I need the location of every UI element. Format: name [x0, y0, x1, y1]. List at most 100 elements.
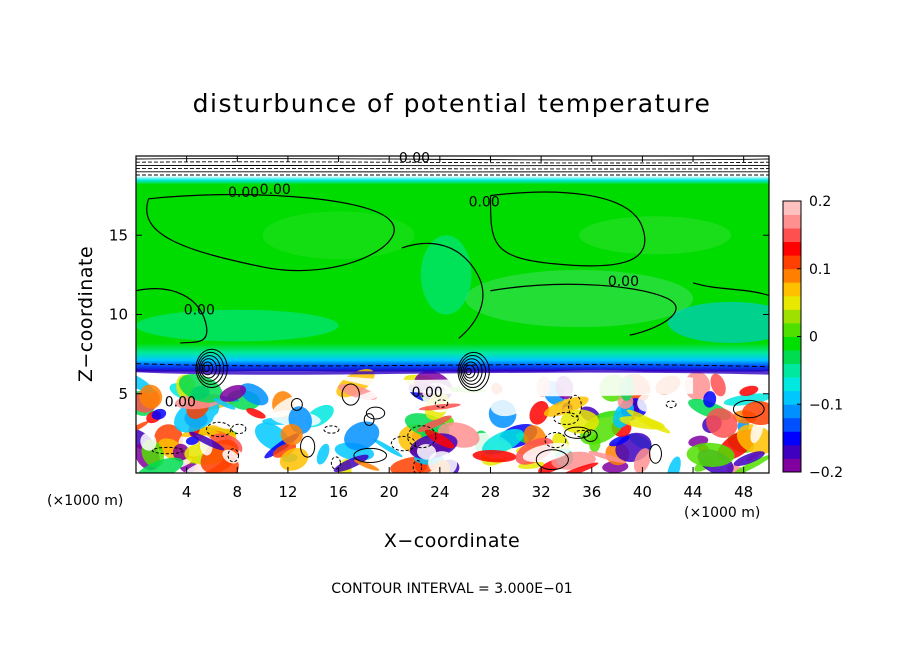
field-blob	[333, 454, 369, 473]
contour-label: 0.00	[228, 185, 259, 201]
contour-line	[462, 361, 479, 382]
contour-label: 0.00	[399, 150, 430, 166]
field-blob	[219, 384, 247, 402]
x-tick-label: 4	[182, 483, 192, 501]
contour-line	[412, 460, 423, 473]
colorbar-segment	[783, 350, 801, 364]
heatmap-field	[136, 156, 769, 473]
colorbar-segment	[783, 282, 801, 297]
contour-line	[535, 449, 569, 471]
x-tick-label: 16	[329, 483, 348, 501]
field-blob	[189, 431, 225, 451]
x-tick-label: 24	[430, 483, 449, 501]
colorbar-segment	[783, 255, 801, 270]
contour-line	[568, 394, 582, 418]
contour-label: 0.00	[469, 195, 500, 211]
colorbar-tick-label: 0.1	[809, 262, 831, 278]
x-tick-label: 40	[633, 483, 652, 501]
contour-line	[136, 363, 769, 368]
field-blob	[483, 422, 499, 434]
field-blob	[686, 442, 735, 467]
contour-line	[353, 447, 388, 464]
contour-line	[665, 400, 677, 409]
colorbar-segment	[783, 404, 801, 419]
field-blob	[353, 390, 383, 403]
x-unit-label: (×1000 m)	[684, 505, 760, 521]
field-transition-band	[136, 343, 769, 372]
colorbar-segment	[783, 444, 801, 459]
field-blob	[498, 461, 520, 473]
colorbar-segment	[783, 377, 801, 392]
colorbar-segment	[783, 201, 801, 215]
field-blob	[279, 447, 309, 471]
field-blob	[732, 455, 769, 473]
contour-line	[195, 348, 228, 389]
contour-line	[490, 283, 677, 336]
field-blob	[280, 424, 303, 446]
contour-line	[365, 406, 386, 420]
colorbar-tick-label: −0.1	[809, 397, 843, 413]
contour-line	[151, 446, 184, 455]
field-blob	[609, 435, 630, 447]
contour-line	[434, 399, 449, 408]
contour-line	[136, 288, 208, 344]
field-blob	[710, 373, 726, 397]
contour-line	[649, 444, 662, 464]
y-tick-label: 10	[109, 306, 128, 324]
y-axis-label: Z−coordinate	[75, 246, 97, 382]
field-blob	[555, 462, 599, 473]
field-blob	[151, 408, 167, 420]
field-blob	[136, 457, 184, 473]
colorbar	[782, 200, 802, 473]
colorbar-segment	[783, 241, 801, 256]
field-blob	[239, 383, 269, 406]
colorbar-segment	[783, 228, 801, 243]
contour-line	[457, 351, 490, 392]
contour-label: 0.00	[260, 182, 291, 198]
y-tick-label: 5	[118, 385, 128, 403]
z-unit-label: (×1000 m)	[47, 493, 123, 509]
x-axis: 4 8 12 16 20 24 28 32 36 40 44 48	[182, 156, 753, 501]
colorbar-ticks: 0.2 0.1 0 −0.1 −0.2	[797, 194, 843, 481]
field-blob	[246, 408, 266, 419]
contour-line	[465, 367, 472, 376]
contour-labels: 0.00 0.000.000.000.000.000.000.00	[165, 150, 639, 410]
contour-line	[323, 425, 340, 434]
x-tick-label: 32	[532, 483, 551, 501]
contour-line	[553, 411, 579, 425]
colorbar-tick-label: −0.2	[809, 465, 843, 481]
field-blob	[733, 451, 765, 467]
colorbar-segment	[783, 309, 801, 324]
chart-title: disturbunce of potential temperature	[193, 89, 712, 118]
field-blob	[418, 403, 461, 411]
x-tick-label: 44	[683, 483, 702, 501]
field-blob	[703, 391, 717, 408]
field-patch	[262, 211, 415, 260]
contour-line	[390, 435, 417, 452]
contour-line	[460, 358, 483, 385]
colorbar-segment	[783, 336, 801, 351]
field-blob	[299, 435, 323, 446]
contour-line	[341, 383, 360, 406]
field-patch	[667, 301, 769, 344]
contour-line	[206, 421, 232, 438]
contour-line	[203, 364, 210, 373]
x-tick-label: 28	[481, 483, 500, 501]
field-blob	[619, 416, 665, 430]
contour-line	[201, 361, 214, 376]
contour-line	[459, 355, 487, 389]
contour-line	[574, 429, 590, 438]
field-blob	[666, 456, 681, 473]
contour-label: 0.00	[165, 394, 196, 410]
field-blob	[529, 400, 549, 425]
field-interface-line	[136, 369, 769, 375]
field-blob	[344, 421, 380, 451]
colorbar-tick-label: 0	[809, 330, 818, 346]
contour-line	[564, 426, 592, 439]
field-blob	[472, 450, 517, 463]
field-patch	[136, 309, 339, 342]
field-blob	[522, 442, 572, 463]
contour-line	[300, 435, 316, 458]
contour-line	[583, 429, 598, 442]
